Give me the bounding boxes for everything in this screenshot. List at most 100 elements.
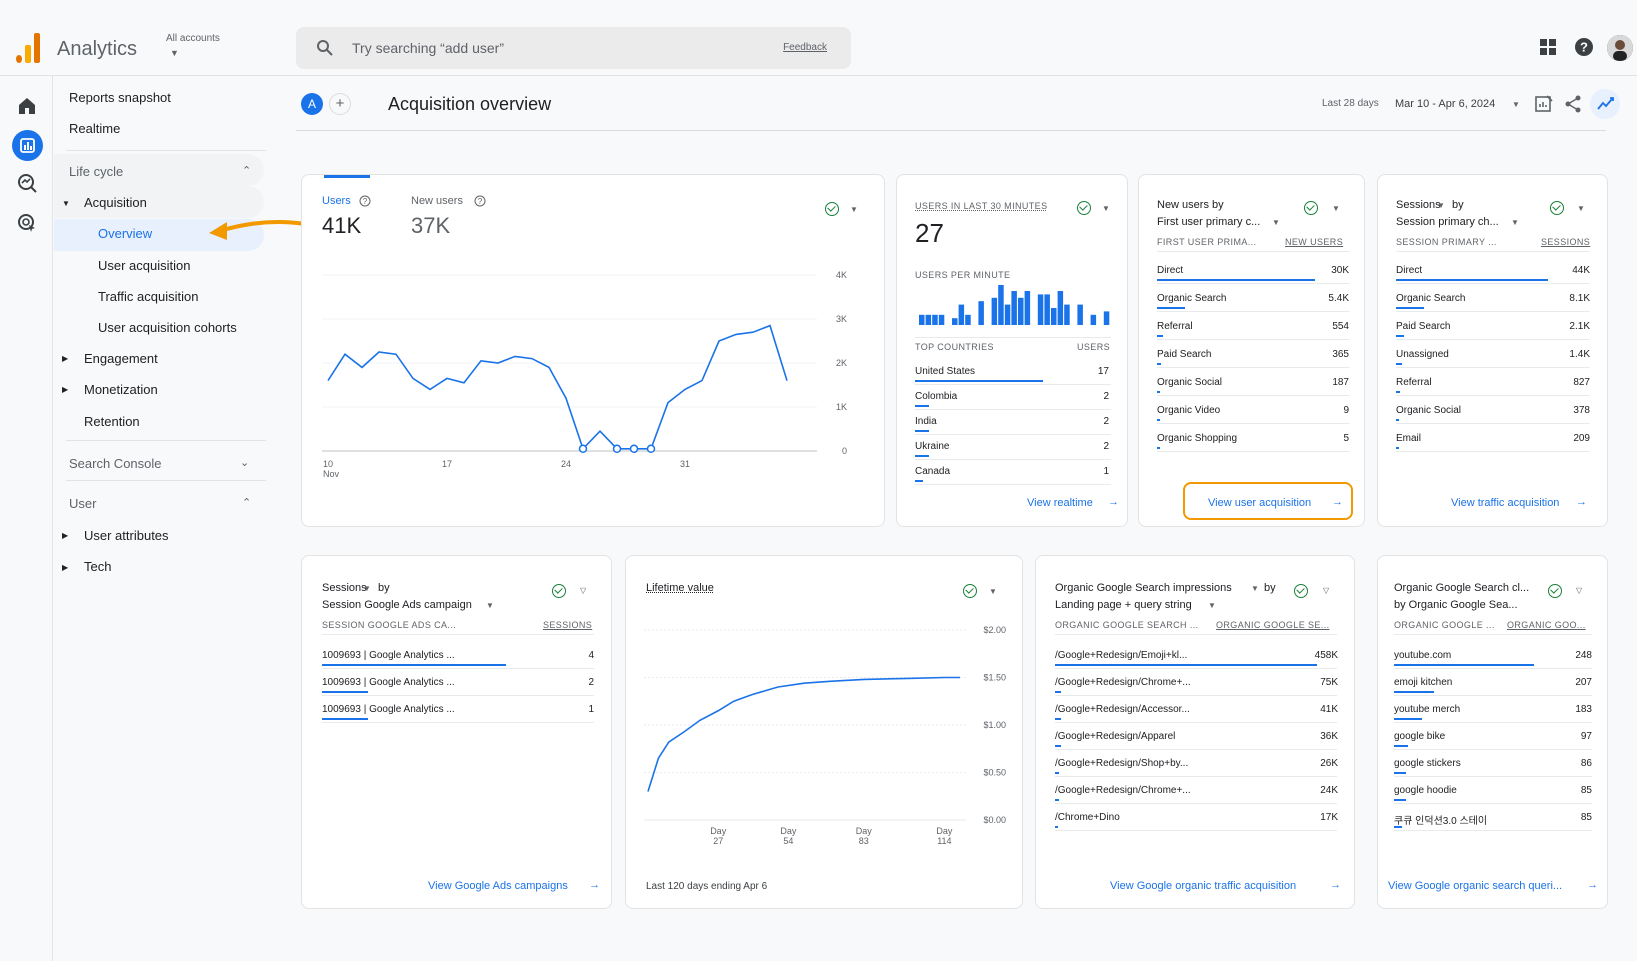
dropdown-icon[interactable]: ▼ [1251,584,1259,593]
account-dropdown-icon[interactable]: ▼ [170,48,179,58]
users-per-minute-bars [919,285,1110,325]
info-icon[interactable]: ? [359,195,371,207]
dimension-picker[interactable]: Session primary ch... [1396,216,1499,228]
dropdown-icon[interactable]: ▼ [1332,204,1340,213]
nav-search-console[interactable]: Search Console [69,456,162,471]
dimension-picker[interactable]: First user primary c... [1157,216,1261,228]
feedback-link[interactable]: Feedback [783,42,827,53]
nav-user-acquisition[interactable]: User acquisition [98,258,191,273]
dimension-picker[interactable]: Landing page + query string [1055,599,1192,611]
check-icon[interactable] [1550,201,1564,215]
search-input[interactable]: Try searching “add user” [352,40,504,56]
divider [1396,251,1590,252]
nav-user-acquisition-cohorts[interactable]: User acquisition cohorts [98,320,237,335]
nav-user[interactable]: User [69,496,97,511]
caret-right-icon[interactable]: ▶ [62,385,69,394]
caret-right-icon[interactable]: ▶ [62,563,69,572]
advertising-icon[interactable] [15,211,39,235]
check-icon[interactable] [963,584,977,598]
share-icon[interactable] [1564,95,1582,113]
divider [322,722,594,723]
dropdown-icon[interactable]: ▼ [1272,218,1280,227]
arrow-right-icon[interactable]: → [1330,879,1341,891]
dropdown-icon[interactable]: ▼ [1511,218,1519,227]
nav-overview[interactable]: Overview [98,226,153,241]
check-icon[interactable] [1077,201,1091,215]
nav-user-attributes[interactable]: User attributes [84,528,169,543]
view-user-acquisition-link[interactable]: View user acquisition [1208,497,1312,509]
metric-picker[interactable]: Organic Google Search cl... [1394,582,1530,594]
date-range-picker[interactable]: Mar 10 - Apr 6, 2024 [1395,98,1496,110]
check-icon[interactable] [1294,584,1308,598]
nav-retention[interactable]: Retention [84,414,140,429]
caret-down-icon[interactable]: ▼ [62,199,70,208]
users-tab-label[interactable]: Users [322,195,351,207]
caret-right-icon[interactable]: ▶ [62,354,69,363]
dimension-picker[interactable]: Session Google Ads campaign [322,599,472,611]
info-icon[interactable]: ? [474,195,486,207]
view-realtime-link[interactable]: View realtime [1027,497,1093,509]
edit-report-icon[interactable] [1535,95,1553,113]
view-google-ads-campaigns-link[interactable]: View Google Ads campaigns [428,880,568,892]
nav-reports-snapshot[interactable]: Reports snapshot [69,90,171,105]
row-label: Organic Search [1396,293,1466,304]
chevron-up-icon[interactable]: ⌃ [242,165,252,177]
dropdown-icon[interactable]: ▼ [1437,201,1445,210]
dropdown-icon[interactable]: ▼ [1577,204,1585,213]
check-icon[interactable] [1304,201,1318,215]
dropdown-icon[interactable]: ▼ [850,205,858,214]
view-organic-queries-link[interactable]: View Google organic search queri... [1388,880,1563,892]
search-bar[interactable]: Try searching “add user” Feedback [296,27,851,69]
metric-picker[interactable]: Sessions [1396,199,1441,211]
nav-traffic-acquisition[interactable]: Traffic acquisition [98,289,199,304]
analytics-logo-icon[interactable] [16,33,42,63]
row-value: 9 [1343,405,1349,416]
date-range-dropdown-icon[interactable]: ▼ [1512,100,1520,109]
nav-tech[interactable]: Tech [84,559,112,574]
help-icon[interactable]: ? [1574,37,1594,57]
check-icon[interactable] [1548,584,1562,598]
divider [1396,395,1590,396]
caret-right-icon[interactable]: ▶ [62,531,69,540]
property-badge[interactable]: A [301,93,323,115]
user-avatar[interactable] [1607,35,1633,61]
nav-realtime[interactable]: Realtime [69,121,121,136]
arrow-right-icon[interactable]: → [1108,496,1119,508]
apps-grid-icon[interactable] [1539,38,1557,56]
dropdown-icon[interactable]: ▼ [989,587,997,596]
chevron-down-icon[interactable]: ⌄ [240,457,250,469]
dropdown-icon[interactable]: ▼ [486,601,494,610]
nav-engagement[interactable]: Engagement [84,351,158,366]
dropdown-icon[interactable]: ▼ [1208,601,1216,610]
view-organic-traffic-link[interactable]: View Google organic traffic acquisition [1110,880,1297,892]
metric-picker[interactable]: Organic Google Search impressions [1055,582,1232,594]
arrow-right-icon[interactable]: → [1332,496,1343,508]
view-traffic-acquisition-link[interactable]: View traffic acquisition [1451,497,1560,509]
arrow-right-icon[interactable]: → [1587,879,1598,891]
check-icon[interactable] [825,202,839,216]
nav-acquisition[interactable]: Acquisition [84,195,147,210]
new-users-tab-label[interactable]: New users [411,195,463,207]
dropdown-icon[interactable]: ▼ [363,584,371,593]
filter-icon[interactable]: ▽ [1323,586,1330,595]
account-selector-label[interactable]: All accounts [166,33,220,44]
divider [1396,367,1590,368]
nav-life-cycle[interactable]: Life cycle [69,164,124,179]
chevron-up-icon[interactable]: ⌃ [242,497,252,509]
divider [1055,776,1337,777]
add-comparison-button[interactable]: + [329,93,351,115]
dropdown-icon[interactable]: ▼ [1102,204,1110,213]
filter-icon[interactable]: ▽ [580,586,587,595]
insights-button[interactable] [1590,89,1620,119]
explore-icon[interactable] [15,171,39,195]
home-icon[interactable] [15,94,39,118]
check-icon[interactable] [552,584,566,598]
dimension-picker[interactable]: by Organic Google Sea... [1394,599,1518,611]
arrow-right-icon[interactable]: → [589,879,600,891]
arrow-right-icon[interactable]: → [1576,496,1587,508]
row-label: 1009693 | Google Analytics ... [322,650,455,661]
reports-icon[interactable] [12,130,43,161]
metric-picker[interactable]: Sessions [322,582,367,594]
filter-icon[interactable]: ▽ [1576,586,1583,595]
nav-monetization[interactable]: Monetization [84,382,158,397]
